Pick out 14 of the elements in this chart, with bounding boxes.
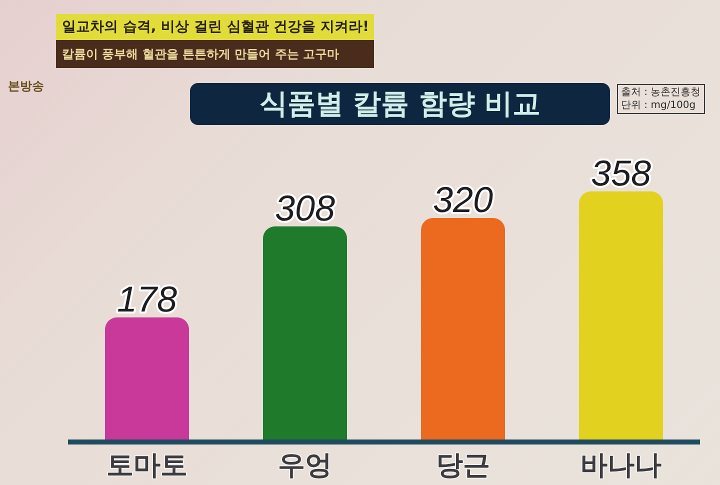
data-label: 178: [116, 278, 178, 320]
text: 일교차의 습격, 비상 걸린 심혈관 건강을 지켜라!: [56, 14, 374, 40]
x-tick-label: 우엉: [278, 450, 332, 481]
data-label: 358: [590, 152, 652, 194]
text: 칼륨이 풍부해 혈관을 튼튼하게 만들어 주는 고구마: [56, 40, 374, 68]
source-note: 출처 : 농촌진흥청: [621, 86, 701, 99]
x-tick-label: 당근: [436, 450, 490, 481]
chart-title: 식품별 칼륨 함량 비교: [190, 83, 610, 125]
data-label: 320: [432, 179, 494, 220]
x-tick-label: 토마토: [106, 450, 188, 481]
text: 단위 : mg/100g: [621, 99, 697, 112]
text: 본방송: [8, 78, 44, 95]
x-tick-label: 바나나: [580, 450, 662, 481]
data-label: 308: [274, 187, 336, 228]
